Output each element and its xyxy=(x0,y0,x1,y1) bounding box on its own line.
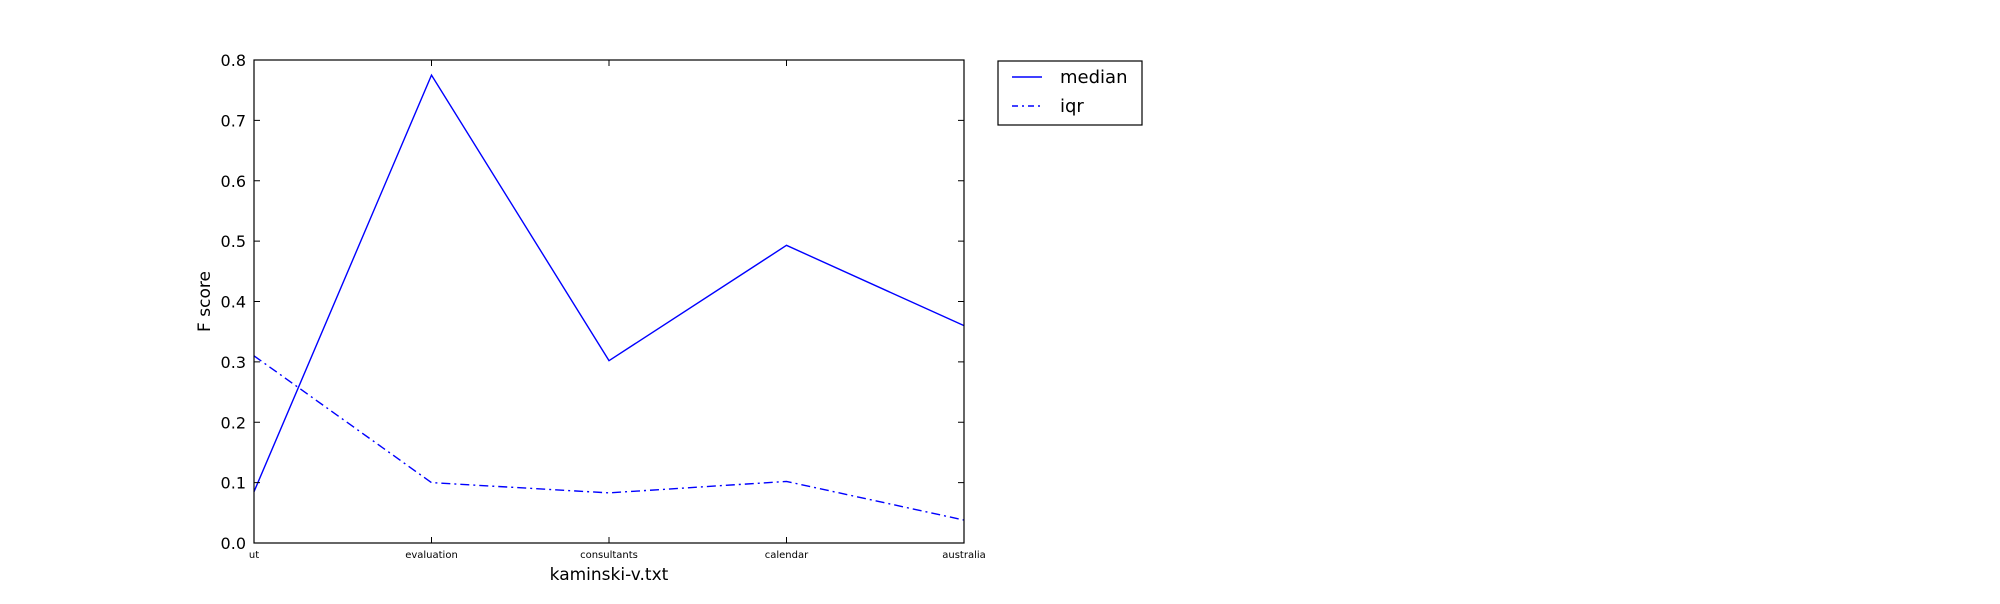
series-line-iqr xyxy=(253,355,965,521)
y-tick-label: 0.1 xyxy=(221,474,246,493)
y-axis-ticks: 0.0 0.1 0.2 0.3 0.4 0.5 0.6 0.7 0.8 xyxy=(221,51,964,553)
x-axis-ticks: ut evaluation consultants calendar australia xyxy=(249,60,986,561)
x-tick-label: evaluation xyxy=(405,550,458,561)
legend-label-iqr: iqr xyxy=(1060,96,1084,117)
y-tick-label: 0.5 xyxy=(221,232,246,251)
legend: median iqr xyxy=(997,60,1143,126)
y-axis-label: F score xyxy=(195,271,215,332)
y-tick-label: 0.0 xyxy=(221,534,246,553)
plot-area: 0.0 0.1 0.2 0.3 0.4 0.5 0.6 0.7 0.8 ut evaluation… xyxy=(221,51,986,561)
x-tick-label: calendar xyxy=(765,550,809,561)
x-tick-label: australia xyxy=(942,550,986,561)
y-tick-label: 0.3 xyxy=(221,353,246,372)
y-tick-label: 0.7 xyxy=(221,111,246,130)
y-tick-label: 0.8 xyxy=(221,51,246,70)
y-tick-label: 0.6 xyxy=(221,172,246,191)
series-layer xyxy=(253,73,965,521)
x-tick-label: ut xyxy=(249,550,259,561)
legend-label-median: median xyxy=(1060,67,1127,88)
x-axis-label: kaminski-v.txt xyxy=(550,565,669,585)
series-line-median xyxy=(253,73,965,492)
y-tick-label: 0.4 xyxy=(221,293,246,312)
y-tick-label: 0.2 xyxy=(221,413,246,432)
legend-items: median iqr xyxy=(1012,67,1127,117)
x-tick-label: consultants xyxy=(580,550,638,561)
legend-frame xyxy=(997,60,1143,126)
axes-frame xyxy=(253,59,965,544)
